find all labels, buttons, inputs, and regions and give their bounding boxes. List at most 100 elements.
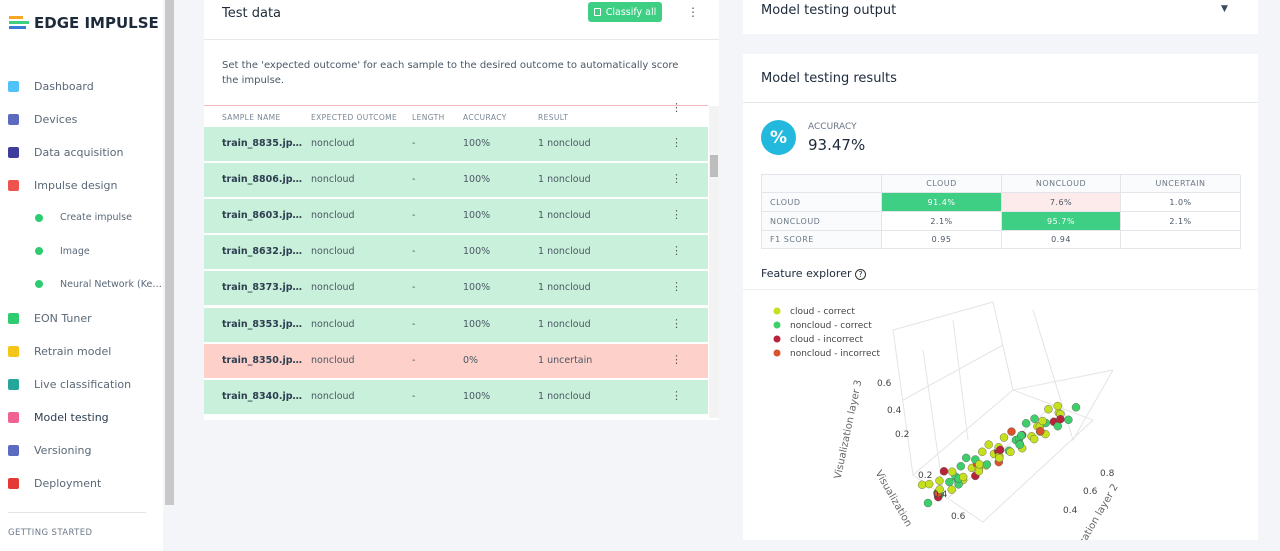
tick-label: 0.4	[1063, 506, 1078, 516]
row-menu[interactable]: ⋮	[671, 388, 682, 402]
table-cell: -	[412, 354, 416, 366]
nav-item[interactable]: Model testing	[8, 411, 109, 424]
table-cell: 1 noncloud	[538, 138, 591, 149]
menu[interactable]: ⋮	[687, 5, 699, 19]
plot-point	[1007, 427, 1016, 436]
plot-point	[978, 447, 987, 457]
plot-point	[956, 461, 966, 471]
row-menu[interactable]: ⋮	[671, 208, 682, 222]
plot-point	[1030, 414, 1039, 423]
plot-point	[947, 467, 957, 477]
legend-swatch	[773, 335, 781, 343]
matrix-cell: 0.94	[1002, 231, 1121, 249]
nav-icon	[35, 213, 43, 222]
nav-label: Create impulse	[60, 212, 132, 224]
tick-label: 0.6	[1083, 487, 1098, 497]
matrix-column: NONCLOUD	[1002, 175, 1121, 193]
tick-label: 0.8	[1100, 469, 1115, 479]
plot-point	[923, 498, 933, 508]
table-cell: noncloud	[311, 246, 355, 258]
nav-item[interactable]: Retrain model	[8, 345, 111, 358]
row-menu[interactable]: ⋮	[671, 136, 682, 149]
matrix-column: CLOUD	[882, 175, 1002, 193]
accuracy-value: 93.47%	[808, 136, 866, 154]
axis-title: Visualization	[873, 469, 914, 529]
plot-point	[945, 477, 954, 487]
column-header: EXPECTED OUTCOME	[311, 113, 398, 122]
nav-item[interactable]: Image	[8, 246, 90, 257]
nav-item[interactable]: Create impulse	[8, 212, 132, 223]
nav-icon	[8, 445, 19, 457]
nav-item[interactable]: Impulse design	[8, 179, 117, 192]
table-cell: 1 uncertain	[538, 354, 593, 366]
nav-item[interactable]: Devices	[8, 113, 77, 126]
nav-icon	[35, 247, 43, 255]
table-cell: 1 noncloud	[538, 282, 591, 294]
matrix-cell: 91.4%	[882, 193, 1002, 212]
nav-item[interactable]: Neural Network (Ke…	[8, 279, 162, 290]
table-row: train_8373.jp… noncloud - 100% 1 noncloud ⋮	[204, 271, 708, 307]
table-cell: -	[412, 138, 416, 149]
matrix-cell: 0.95	[882, 231, 1002, 249]
matrix-cell: 1.0%	[1121, 193, 1241, 212]
header-menu: ⋮	[671, 101, 682, 114]
matrix-cell: 2.1%	[882, 212, 1002, 231]
tick-label: 0.2	[918, 471, 932, 481]
plot-point	[1006, 447, 1015, 457]
matrix-row-label: F1 SCORE	[762, 231, 882, 249]
nav-item[interactable]: Data acquisition	[8, 146, 123, 159]
legend-label: noncloud - incorrect	[790, 349, 880, 359]
nav-icon	[8, 378, 19, 390]
nav-label: Dashboard	[34, 80, 94, 93]
legend-swatch	[773, 307, 781, 315]
nav-label: Image	[60, 245, 90, 257]
plot-point	[1053, 401, 1062, 411]
nav-icon	[8, 312, 19, 324]
nav-label: Live classification	[34, 377, 132, 391]
table-row: train_8353.jp… noncloud - 100% 1 noncloud ⋮	[204, 307, 708, 343]
plot-point	[975, 460, 984, 469]
table-row: train_8603.jp… noncloud - 100% 1 noncloud ⋮	[204, 199, 708, 235]
nav-item[interactable]: EON Tuner	[8, 312, 92, 325]
matrix-row-label: CLOUD	[762, 193, 882, 212]
plot-point	[1038, 416, 1047, 426]
panel-title: Model testing results	[761, 71, 897, 86]
table-row: train_8340.jp… noncloud - 100% 1 noncloud ⋮	[204, 379, 708, 415]
matrix-cell: 7.6%	[1002, 193, 1121, 212]
nav-item[interactable]: Dashboard	[8, 80, 94, 93]
table-cell: -	[412, 282, 416, 294]
table-cell: train_8340.jp…	[222, 390, 303, 402]
feature-explorer-title: Feature explorer ?	[761, 267, 866, 280]
plot-point	[996, 445, 1005, 455]
axis-title: Visualization layer 3	[833, 379, 865, 480]
column-header: LENGTH	[412, 113, 445, 122]
row-menu[interactable]: ⋮	[671, 280, 682, 294]
sidebar: EDGE IMPULSE Dashboard Devices Data acquis…	[0, 0, 163, 551]
nav-item[interactable]: Live classification	[8, 378, 131, 391]
nav-item[interactable]: Deployment	[8, 477, 101, 490]
nav-label: Data acquisition	[34, 146, 124, 160]
nav-icon	[8, 412, 19, 423]
nav-icon	[8, 478, 19, 490]
panel-title: Model testing output	[761, 3, 897, 18]
table-row: train_8835.jp… noncloud - 100% 1 noncloud ⋮	[204, 127, 708, 162]
row-menu[interactable]: ⋮	[671, 316, 682, 330]
plot-point	[984, 440, 993, 449]
table-cell: 100%	[463, 282, 491, 294]
classify-all-button[interactable]: Classify all	[588, 2, 662, 22]
nav-label: EON Tuner	[34, 311, 92, 325]
dropdown[interactable]: ▼	[1221, 4, 1228, 14]
plot-point	[935, 476, 944, 485]
nav-item[interactable]: Versioning	[8, 444, 91, 457]
table-cell: train_8806.jp…	[222, 174, 303, 186]
table-cell: noncloud	[311, 318, 355, 330]
plot-point	[1056, 414, 1065, 424]
row-menu[interactable]: ⋮	[671, 172, 682, 186]
row-menu[interactable]: ⋮	[671, 352, 682, 366]
nav-icon	[8, 81, 19, 92]
table-cell: 1 noncloud	[538, 210, 591, 222]
plot-point	[947, 485, 956, 494]
table-cell: 1 noncloud	[538, 174, 591, 186]
row-menu[interactable]: ⋮	[671, 244, 682, 258]
